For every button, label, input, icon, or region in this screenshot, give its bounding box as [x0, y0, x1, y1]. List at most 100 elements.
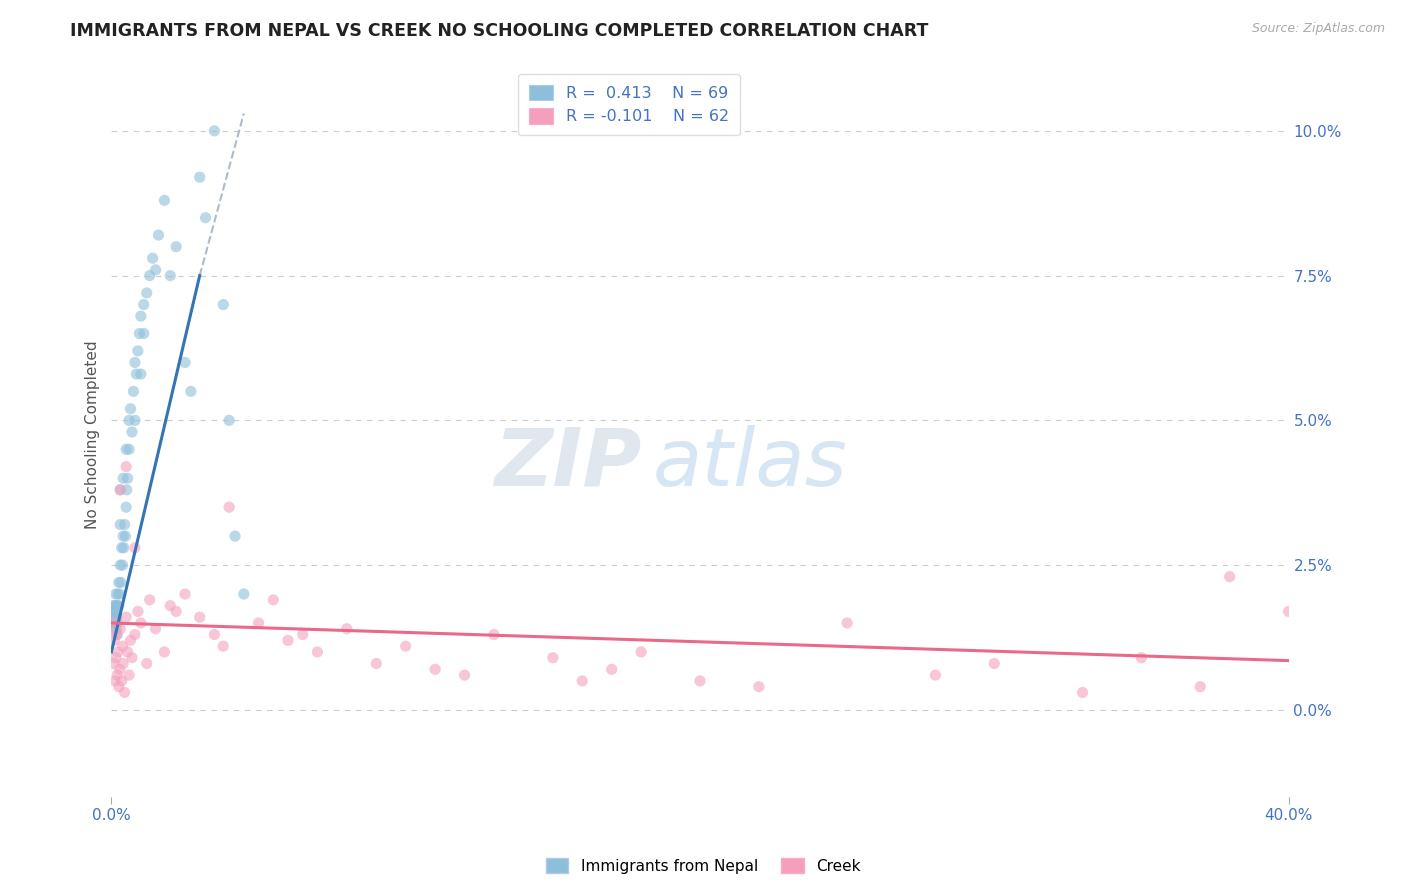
Point: [1130, 650, 1153, 665]
Point: [111, 541, 134, 555]
Point: [482, 627, 505, 641]
Point: [188, 610, 211, 624]
Point: [120, 401, 142, 416]
Point: [132, 297, 155, 311]
Point: [103, 599, 125, 613]
Point: [138, 592, 160, 607]
Point: [135, 657, 157, 671]
Point: [118, 442, 141, 457]
Point: [571, 673, 593, 688]
Point: [1071, 685, 1094, 699]
Point: [174, 587, 197, 601]
Point: [104, 650, 127, 665]
Point: [212, 297, 235, 311]
Point: [114, 517, 136, 532]
Point: [104, 604, 127, 618]
Point: [105, 599, 128, 613]
Point: [142, 252, 165, 266]
Point: [110, 483, 132, 497]
Text: Source: ZipAtlas.com: Source: ZipAtlas.com: [1251, 22, 1385, 36]
Point: [121, 425, 143, 439]
Point: [837, 615, 859, 630]
Point: [115, 442, 138, 457]
Point: [132, 326, 155, 341]
Point: [247, 615, 270, 630]
Point: [1219, 569, 1241, 583]
Point: [423, 662, 446, 676]
Point: [127, 343, 149, 358]
Point: [124, 627, 146, 641]
Point: [115, 500, 138, 515]
Point: [103, 610, 125, 624]
Point: [107, 599, 129, 613]
Point: [103, 657, 125, 671]
Point: [202, 124, 225, 138]
Point: [138, 268, 160, 283]
Point: [105, 627, 128, 641]
Point: [112, 541, 135, 555]
Point: [111, 673, 134, 688]
Point: [128, 326, 150, 341]
Point: [135, 285, 157, 300]
Point: [153, 194, 176, 208]
Point: [159, 599, 181, 613]
Point: [105, 615, 128, 630]
Point: [630, 645, 652, 659]
Point: [145, 262, 167, 277]
Point: [224, 529, 246, 543]
Point: [110, 517, 132, 532]
Point: [174, 355, 197, 369]
Point: [103, 615, 125, 630]
Point: [118, 413, 141, 427]
Point: [129, 309, 152, 323]
Point: [277, 633, 299, 648]
Point: [188, 170, 211, 185]
Text: atlas: atlas: [652, 425, 848, 503]
Point: [262, 592, 284, 607]
Point: [165, 240, 187, 254]
Legend: Immigrants from Nepal, Creek: Immigrants from Nepal, Creek: [540, 852, 866, 880]
Point: [124, 541, 146, 555]
Point: [366, 657, 388, 671]
Point: [112, 529, 135, 543]
Point: [689, 673, 711, 688]
Point: [202, 627, 225, 641]
Point: [125, 367, 148, 381]
Point: [541, 650, 564, 665]
Point: [159, 268, 181, 283]
Point: [148, 228, 170, 243]
Point: [117, 645, 139, 659]
Point: [105, 599, 128, 613]
Point: [127, 604, 149, 618]
Point: [110, 622, 132, 636]
Point: [112, 471, 135, 485]
Point: [114, 529, 136, 543]
Point: [103, 599, 125, 613]
Point: [307, 645, 329, 659]
Point: [117, 471, 139, 485]
Point: [124, 413, 146, 427]
Point: [924, 668, 946, 682]
Point: [115, 459, 138, 474]
Point: [395, 639, 418, 653]
Point: [115, 483, 138, 497]
Point: [165, 604, 187, 618]
Point: [105, 668, 128, 682]
Point: [218, 500, 240, 515]
Point: [110, 558, 132, 573]
Y-axis label: No Schooling Completed: No Schooling Completed: [86, 341, 100, 529]
Point: [129, 367, 152, 381]
Point: [600, 662, 623, 676]
Point: [103, 610, 125, 624]
Point: [453, 668, 475, 682]
Point: [118, 668, 141, 682]
Point: [114, 685, 136, 699]
Point: [145, 622, 167, 636]
Point: [180, 384, 202, 399]
Point: [101, 604, 124, 618]
Text: IMMIGRANTS FROM NEPAL VS CREEK NO SCHOOLING COMPLETED CORRELATION CHART: IMMIGRANTS FROM NEPAL VS CREEK NO SCHOOL…: [70, 22, 929, 40]
Point: [122, 384, 145, 399]
Point: [103, 622, 125, 636]
Legend: R =  0.413    N = 69, R = -0.101    N = 62: R = 0.413 N = 69, R = -0.101 N = 62: [519, 74, 741, 136]
Point: [748, 680, 770, 694]
